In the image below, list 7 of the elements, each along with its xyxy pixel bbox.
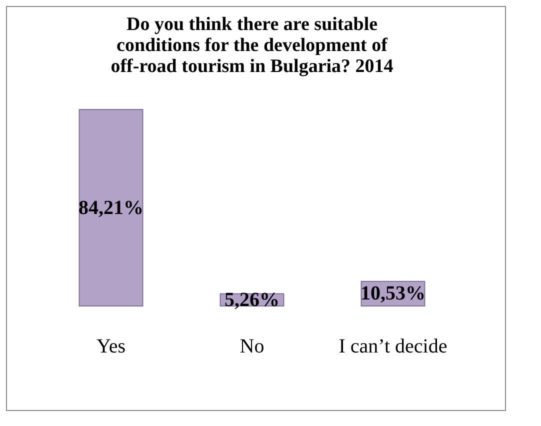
x-tick-label: Yes: [96, 336, 126, 358]
data-label: 10,53%: [360, 282, 426, 305]
chart-title: Do you think there are suitable conditions for the development of off-road tourism in Bulgaria? 2014: [110, 14, 394, 77]
data-label: 84,21%: [78, 196, 144, 219]
x-tick-label: I can’t decide: [338, 336, 448, 358]
x-tick-label: No: [240, 336, 264, 358]
data-label: 5,26%: [224, 288, 280, 311]
